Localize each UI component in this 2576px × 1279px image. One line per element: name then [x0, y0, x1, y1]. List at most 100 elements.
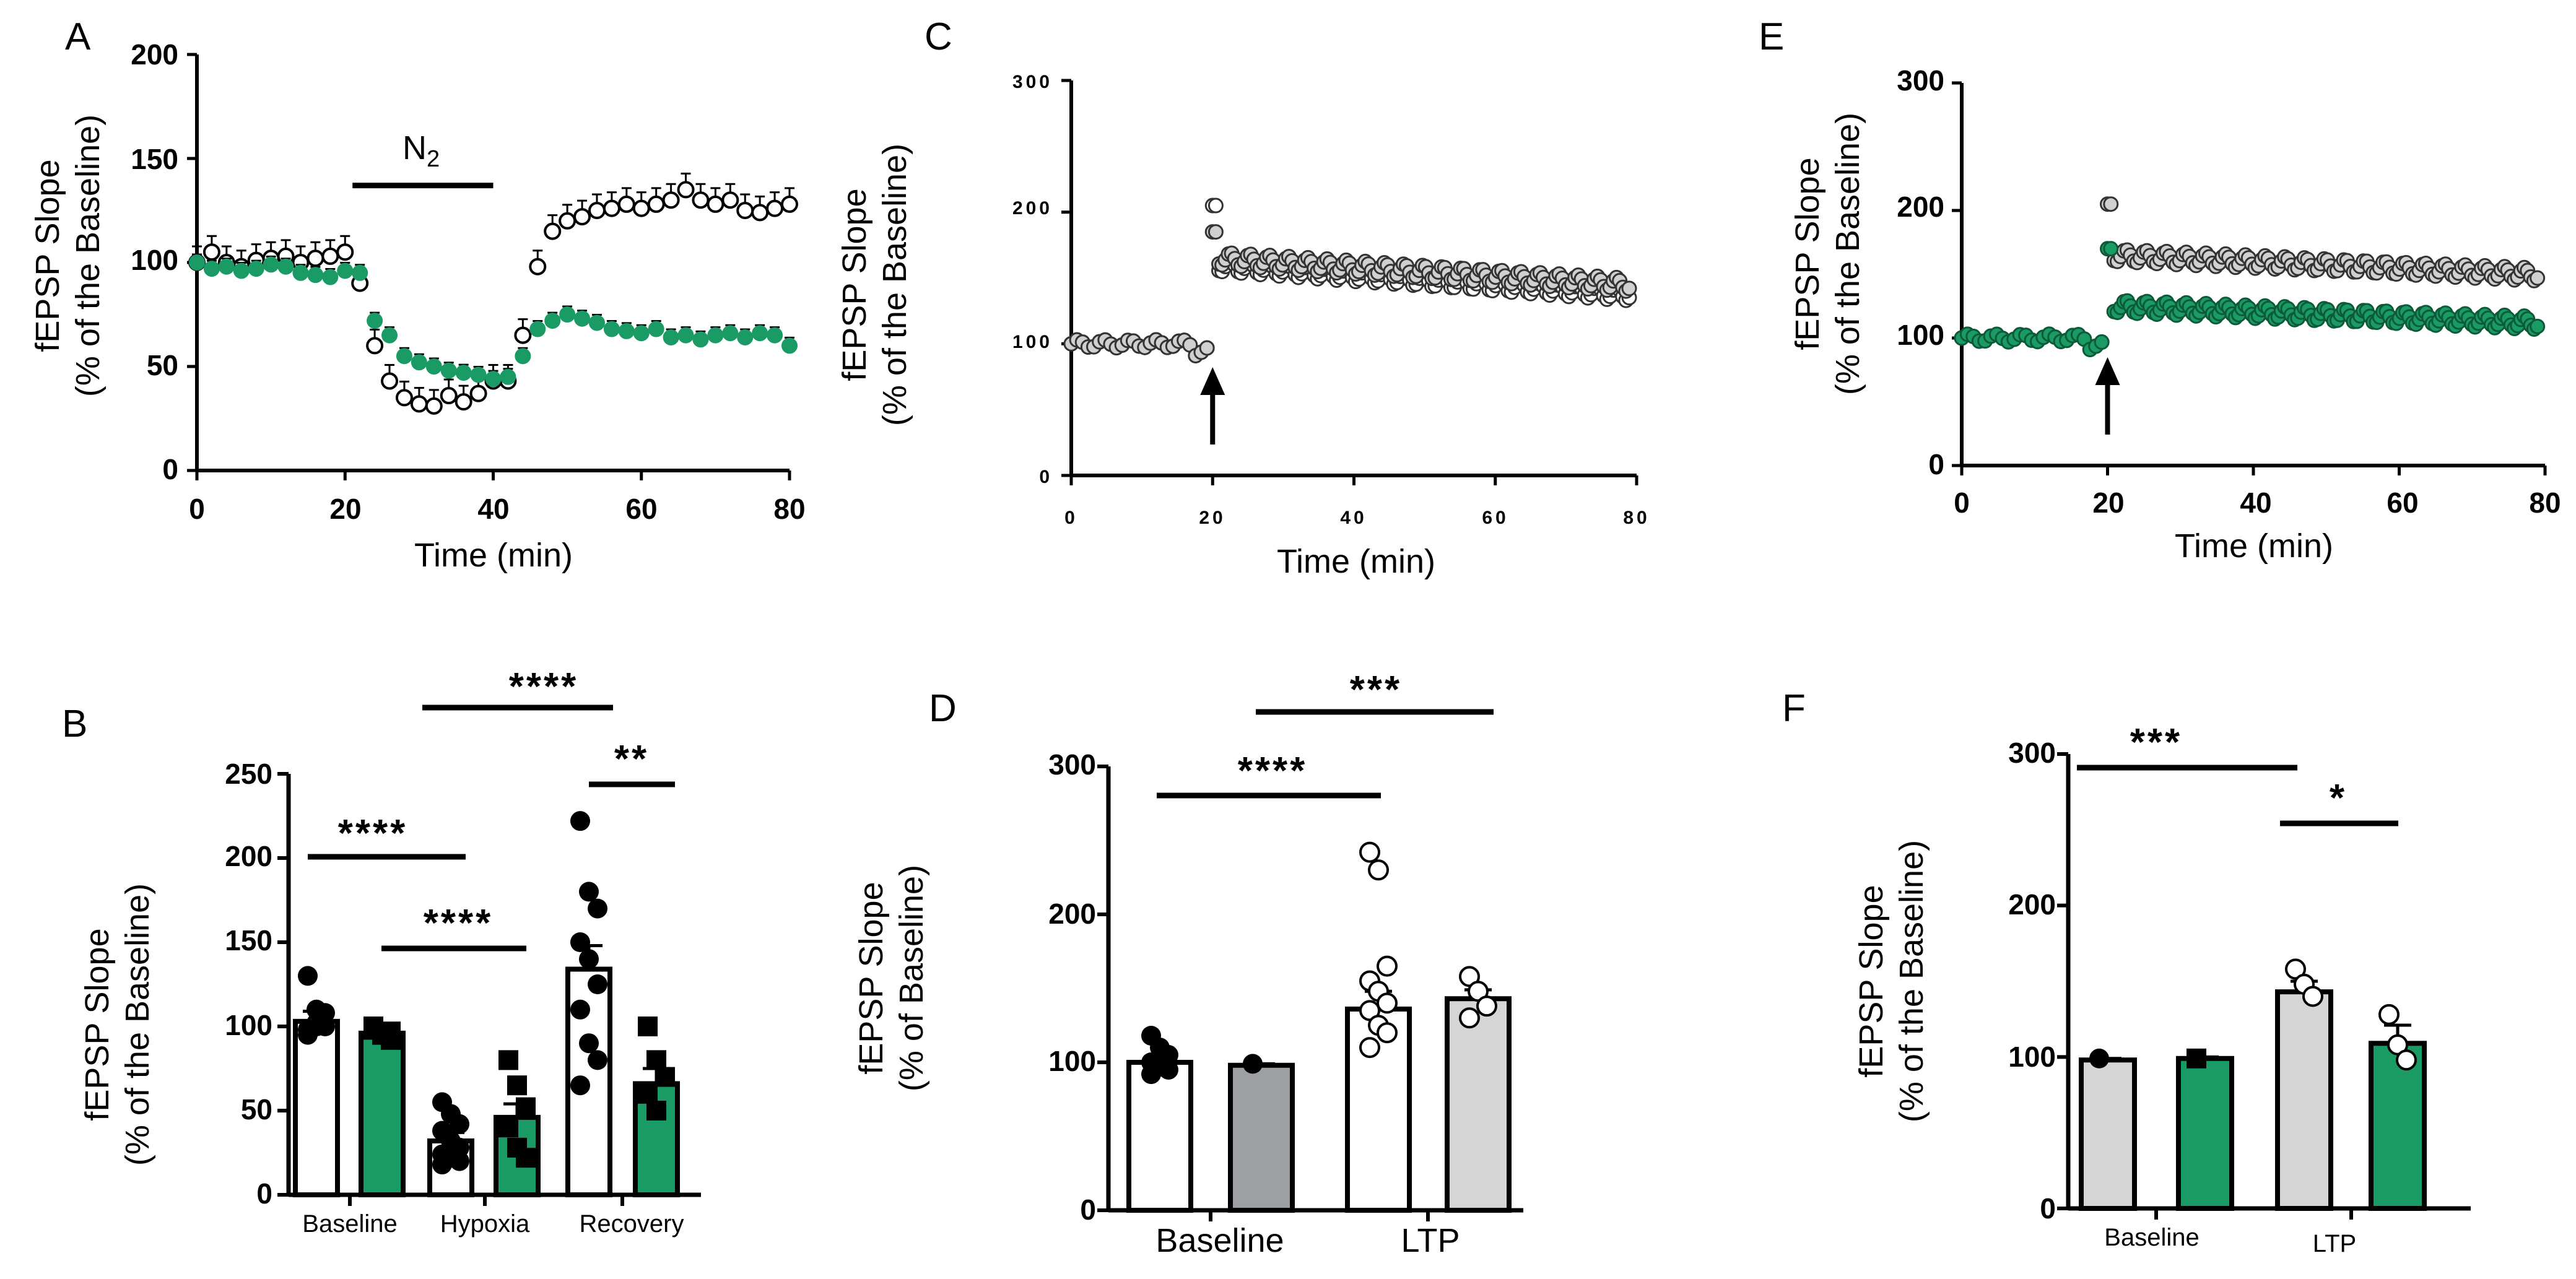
dot-b — [588, 1050, 607, 1070]
point-green-a — [574, 310, 591, 327]
point-open-a — [410, 395, 428, 413]
sig-b-3: **** — [424, 902, 494, 945]
panel-f: F fEPSP Slope (% of the Baseline) 300 20… — [1782, 687, 2356, 1257]
xtick-c-20: 20 — [1199, 508, 1225, 528]
category-b-recovery: Recovery — [580, 1210, 684, 1238]
dot-d — [1141, 1064, 1161, 1085]
xtick-e-0: 0 — [1954, 487, 1970, 519]
category-d-ltp: LTP — [1401, 1222, 1460, 1259]
ytick-b-150: 150 — [225, 924, 272, 956]
dot-b — [307, 1017, 326, 1036]
xlabel-e: Time (min) — [2175, 527, 2333, 565]
ytick-d-0: 0 — [1080, 1194, 1096, 1226]
ylabel-line1-a: fEPSP Slope — [29, 159, 66, 352]
ylabel-line1-e: fEPSP Slope — [1789, 157, 1826, 350]
point-open-a — [751, 204, 769, 222]
ylabel-line2-a: (% of the Baseline) — [69, 115, 107, 397]
dot-f — [2089, 1048, 2109, 1069]
point-green-a — [425, 358, 442, 375]
dot-f — [2396, 1049, 2417, 1071]
ytick-c-300: 300 — [1012, 72, 1053, 92]
xtick-c-60: 60 — [1482, 508, 1508, 528]
point-green-a — [663, 329, 679, 345]
dot-d — [1459, 1007, 1480, 1029]
ytick-a-200: 200 — [131, 38, 178, 71]
sig-b-4: ** — [614, 738, 649, 781]
point-green-e — [2530, 318, 2546, 334]
category-b-hypoxia: Hypoxia — [440, 1210, 530, 1238]
point-green-a — [752, 325, 768, 342]
point-open-a — [573, 208, 591, 226]
point-gray-c — [1208, 224, 1224, 240]
sig-f-2: * — [2330, 777, 2347, 820]
point-open-a — [603, 199, 620, 217]
point-green-a — [277, 258, 294, 275]
bar-f — [2275, 989, 2333, 1212]
point-open-a — [677, 181, 695, 199]
dot-b — [432, 1155, 452, 1175]
ytick-e-100: 100 — [1897, 319, 1944, 351]
point-green-a — [559, 306, 576, 323]
dot-b — [498, 1117, 518, 1138]
point-green-a — [455, 365, 472, 381]
dot-d — [1377, 992, 1398, 1014]
point-open-a — [617, 195, 635, 213]
point-green-a — [485, 371, 502, 388]
dot-d — [1359, 1037, 1380, 1059]
ytick-b-250: 250 — [225, 758, 272, 790]
point-green-a — [677, 327, 694, 344]
ytick-c-200: 200 — [1012, 198, 1053, 219]
xtick-a-0: 0 — [189, 493, 205, 525]
dot-f — [2302, 986, 2323, 1007]
axes-c — [1061, 79, 1638, 485]
point-green-a — [396, 348, 412, 365]
panel-label-d: D — [929, 687, 957, 730]
ytick-c-0: 0 — [1039, 467, 1053, 487]
annotation-n2-sub: 2 — [427, 146, 440, 172]
ytick-f-300: 300 — [2008, 737, 2056, 769]
dot-f — [2187, 1048, 2206, 1069]
dot-b — [579, 1033, 599, 1054]
dot-b — [570, 1075, 590, 1096]
ytick-d-300: 300 — [1048, 748, 1096, 781]
point-green-a — [367, 313, 383, 329]
dot-b — [450, 1114, 469, 1134]
panel-label-b: B — [62, 703, 87, 745]
dot-b — [570, 999, 590, 1020]
point-green-a — [411, 354, 427, 371]
point-green-a — [203, 261, 220, 277]
xtick-e-20: 20 — [2092, 487, 2124, 519]
point-open-a — [514, 326, 532, 344]
panel-e: E fEPSP Slope (% of the Baseline) 300 20… — [1759, 15, 2561, 565]
ytick-a-150: 150 — [131, 143, 178, 175]
xtick-c-80: 80 — [1623, 508, 1650, 528]
annotation-n2: N2 — [402, 129, 440, 172]
ylabel-line1-b: fEPSP Slope — [79, 928, 116, 1121]
point-green-a — [692, 331, 709, 348]
ylabel-line2-f: (% of the Baseline) — [1893, 840, 1930, 1122]
point-green-a — [233, 262, 250, 279]
point-open-a — [707, 195, 724, 213]
point-green-a — [767, 327, 783, 344]
point-green-e — [2103, 241, 2119, 257]
point-green-a — [292, 264, 309, 281]
panel-label-e: E — [1759, 15, 1784, 58]
ylabel-line2-e: (% of the Baseline) — [1829, 113, 1866, 395]
point-green-a — [618, 323, 635, 339]
ytick-d-100: 100 — [1048, 1045, 1096, 1077]
dot-d — [1243, 1054, 1263, 1074]
point-green-a — [544, 313, 561, 329]
point-open-a — [336, 243, 354, 261]
xtick-e-60: 60 — [2387, 487, 2418, 519]
bar-b — [359, 1030, 406, 1197]
point-green-a — [737, 329, 754, 345]
chart-marks — [187, 53, 2547, 1221]
point-open-a — [662, 191, 680, 209]
point-gray-e — [2103, 196, 2119, 212]
dot-d — [1368, 859, 1389, 881]
ytick-a-100: 100 — [131, 244, 178, 276]
annotation-n2-main: N — [402, 129, 427, 167]
point-open-a — [781, 195, 798, 213]
dot-b — [655, 1067, 675, 1087]
point-open-a — [632, 199, 650, 217]
